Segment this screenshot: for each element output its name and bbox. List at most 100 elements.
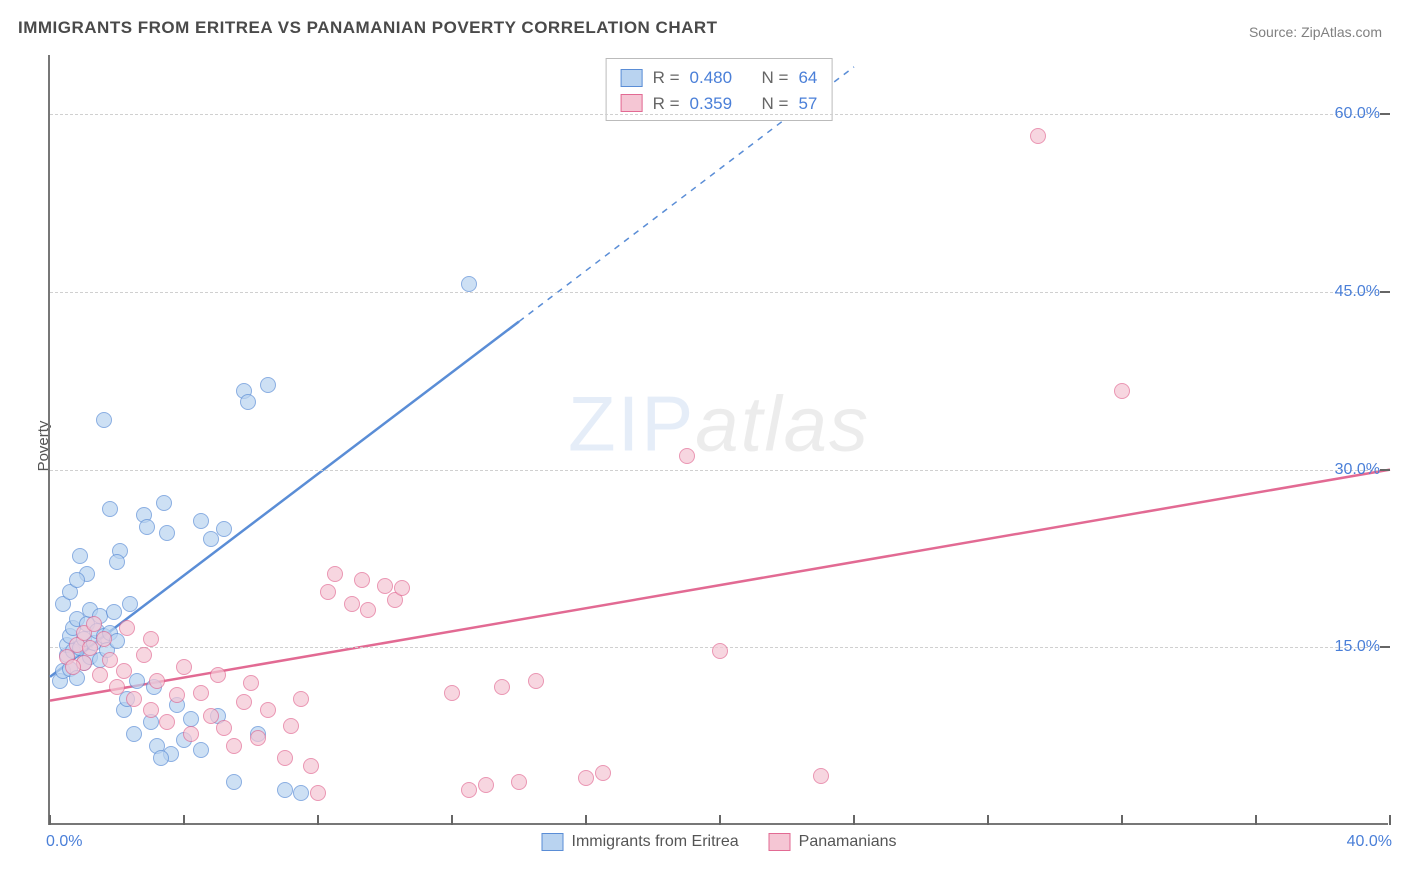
y-tick-mark: [1380, 646, 1390, 648]
y-tick-mark: [1380, 113, 1390, 115]
source-citation: Source: ZipAtlas.com: [1249, 24, 1382, 40]
scatter-point: [243, 675, 259, 691]
scatter-point: [216, 720, 232, 736]
scatter-point: [277, 782, 293, 798]
scatter-point: [102, 652, 118, 668]
scatter-point: [116, 663, 132, 679]
stat-r-label: R =: [653, 91, 680, 117]
scatter-point: [511, 774, 527, 790]
stats-row-panamanians: R = 0.359 N = 57: [621, 91, 818, 117]
scatter-point: [303, 758, 319, 774]
scatter-point: [86, 616, 102, 632]
x-tick-mark: [853, 815, 855, 825]
scatter-point: [149, 673, 165, 689]
scatter-point: [226, 774, 242, 790]
scatter-point: [310, 785, 326, 801]
swatch-eritrea-icon: [621, 69, 643, 87]
scatter-point: [136, 647, 152, 663]
scatter-point: [444, 685, 460, 701]
scatter-point: [327, 566, 343, 582]
scatter-point: [102, 501, 118, 517]
x-tick-mark: [183, 815, 185, 825]
scatter-point: [320, 584, 336, 600]
scatter-point: [210, 667, 226, 683]
scatter-point: [528, 673, 544, 689]
scatter-point: [461, 782, 477, 798]
y-tick-label: 60.0%: [1335, 105, 1380, 123]
legend-label-eritrea: Immigrants from Eritrea: [572, 833, 739, 851]
scatter-point: [354, 572, 370, 588]
y-tick-label: 15.0%: [1335, 638, 1380, 656]
stat-r-value-panamanians: 0.359: [690, 91, 733, 117]
watermark-part2: atlas: [695, 379, 870, 467]
scatter-point: [679, 448, 695, 464]
scatter-point: [193, 513, 209, 529]
scatter-point: [122, 596, 138, 612]
gridline: [50, 470, 1388, 471]
scatter-point: [478, 777, 494, 793]
gridline: [50, 292, 1388, 293]
legend-swatch-eritrea-icon: [542, 833, 564, 851]
x-tick-mark: [317, 815, 319, 825]
watermark-part1: ZIP: [568, 379, 695, 467]
scatter-point: [126, 691, 142, 707]
swatch-panamanians-icon: [621, 94, 643, 112]
scatter-point: [283, 718, 299, 734]
scatter-point: [193, 685, 209, 701]
scatter-point: [96, 412, 112, 428]
legend-item-panamanians: Panamanians: [769, 833, 897, 851]
scatter-point: [65, 659, 81, 675]
scatter-point: [143, 631, 159, 647]
scatter-point: [143, 702, 159, 718]
scatter-point: [293, 691, 309, 707]
y-tick-label: 45.0%: [1335, 283, 1380, 301]
scatter-point: [578, 770, 594, 786]
scatter-point: [159, 714, 175, 730]
scatter-point: [109, 554, 125, 570]
x-axis-max-label: 40.0%: [1347, 833, 1392, 851]
legend-label-panamanians: Panamanians: [799, 833, 897, 851]
trend-lines-svg: [50, 55, 1390, 825]
x-tick-mark: [1255, 815, 1257, 825]
scatter-point: [139, 519, 155, 535]
x-tick-mark: [1121, 815, 1123, 825]
stat-r-value-eritrea: 0.480: [690, 65, 733, 91]
stat-n-value-eritrea: 64: [798, 65, 817, 91]
scatter-point: [1030, 128, 1046, 144]
scatter-point: [72, 548, 88, 564]
scatter-point: [156, 495, 172, 511]
chart-container: IMMIGRANTS FROM ERITREA VS PANAMANIAN PO…: [0, 0, 1406, 892]
scatter-point: [159, 525, 175, 541]
scatter-point: [377, 578, 393, 594]
scatter-point: [106, 604, 122, 620]
plot-area: ZIPatlas R = 0.480 N = 64 R = 0.359 N = …: [48, 55, 1388, 825]
x-tick-mark: [987, 815, 989, 825]
x-tick-mark: [49, 815, 51, 825]
scatter-point: [216, 521, 232, 537]
y-tick-label: 30.0%: [1335, 461, 1380, 479]
scatter-point: [394, 580, 410, 596]
scatter-point: [260, 702, 276, 718]
scatter-point: [183, 726, 199, 742]
gridline: [50, 114, 1388, 115]
stats-legend-box: R = 0.480 N = 64 R = 0.359 N = 57: [606, 58, 833, 121]
x-tick-mark: [1389, 815, 1391, 825]
x-tick-mark: [719, 815, 721, 825]
scatter-point: [69, 572, 85, 588]
scatter-point: [126, 726, 142, 742]
scatter-point: [183, 711, 199, 727]
stat-n-label: N =: [762, 91, 789, 117]
scatter-point: [176, 659, 192, 675]
stat-n-label: N =: [762, 65, 789, 91]
legend-bottom: Immigrants from Eritrea Panamanians: [542, 833, 897, 851]
scatter-point: [461, 276, 477, 292]
source-name: ZipAtlas.com: [1301, 24, 1382, 40]
source-label: Source:: [1249, 24, 1297, 40]
scatter-point: [119, 620, 135, 636]
scatter-point: [92, 667, 108, 683]
scatter-point: [260, 377, 276, 393]
scatter-point: [595, 765, 611, 781]
chart-title: IMMIGRANTS FROM ERITREA VS PANAMANIAN PO…: [18, 18, 718, 38]
scatter-point: [1114, 383, 1130, 399]
scatter-point: [813, 768, 829, 784]
